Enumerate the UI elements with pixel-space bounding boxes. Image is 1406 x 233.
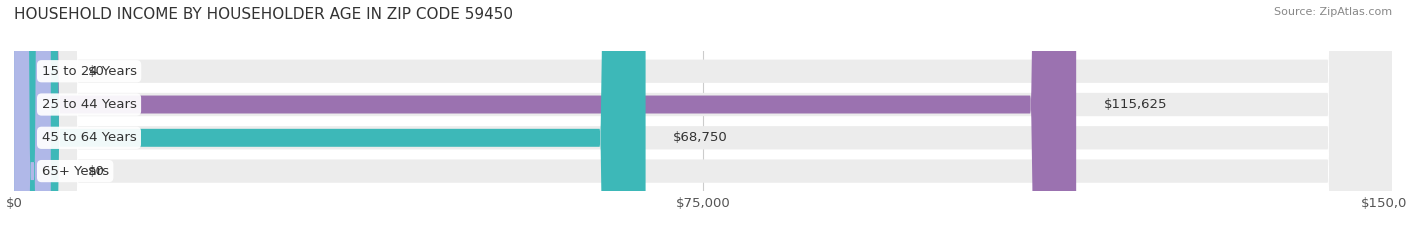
Text: 15 to 24 Years: 15 to 24 Years — [42, 65, 136, 78]
Text: $68,750: $68,750 — [673, 131, 728, 144]
FancyBboxPatch shape — [14, 0, 1392, 233]
FancyBboxPatch shape — [14, 0, 51, 233]
FancyBboxPatch shape — [14, 0, 1392, 233]
Text: 45 to 64 Years: 45 to 64 Years — [42, 131, 136, 144]
FancyBboxPatch shape — [14, 0, 1076, 233]
FancyBboxPatch shape — [14, 0, 1392, 233]
Text: $0: $0 — [87, 164, 104, 178]
FancyBboxPatch shape — [14, 0, 51, 233]
FancyBboxPatch shape — [14, 0, 1392, 233]
Text: $0: $0 — [87, 65, 104, 78]
FancyBboxPatch shape — [14, 0, 645, 233]
Text: 65+ Years: 65+ Years — [42, 164, 108, 178]
Text: 25 to 44 Years: 25 to 44 Years — [42, 98, 136, 111]
Text: HOUSEHOLD INCOME BY HOUSEHOLDER AGE IN ZIP CODE 59450: HOUSEHOLD INCOME BY HOUSEHOLDER AGE IN Z… — [14, 7, 513, 22]
Text: $115,625: $115,625 — [1104, 98, 1167, 111]
Text: Source: ZipAtlas.com: Source: ZipAtlas.com — [1274, 7, 1392, 17]
